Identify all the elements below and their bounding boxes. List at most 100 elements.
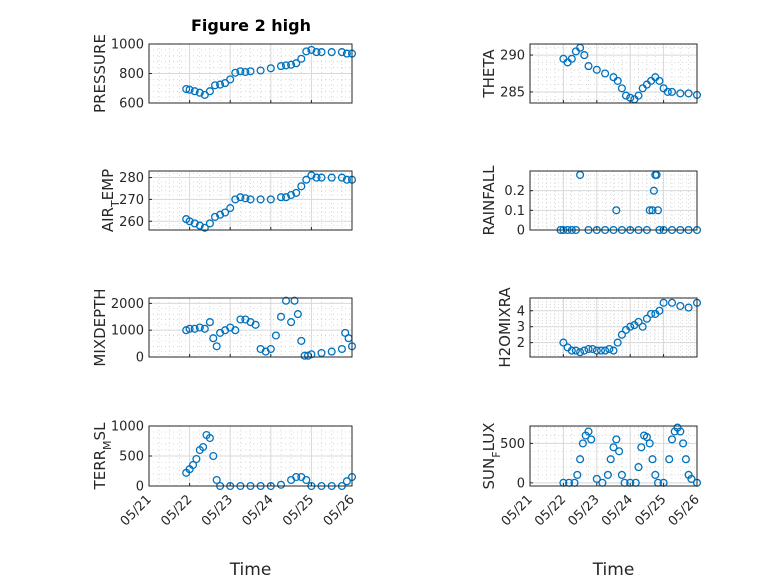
- data-point: [276, 480, 286, 489]
- data-point: [195, 323, 204, 332]
- data-point: [584, 62, 593, 71]
- data-point: [567, 54, 576, 63]
- data-point: [210, 81, 220, 90]
- data-point: [645, 206, 654, 215]
- data-point: [216, 210, 225, 219]
- data-point: [679, 439, 688, 448]
- y-axis-label-part: SUN: [480, 458, 498, 490]
- data-point: [605, 344, 614, 354]
- data-point: [676, 89, 685, 98]
- axes-box: [148, 170, 353, 231]
- y-axis-label: SUNFLUX: [480, 423, 503, 490]
- data-point: [209, 334, 218, 343]
- data-point: [667, 298, 677, 307]
- data-point: [649, 186, 658, 195]
- x-tick-label: 05/21: [499, 492, 536, 529]
- data-point: [573, 470, 582, 479]
- y-tick-label: 285: [500, 85, 525, 100]
- y-axis-label: PRESSURE: [91, 34, 109, 113]
- data-point: [276, 193, 286, 202]
- y-axis-label-part: LUX: [480, 423, 498, 452]
- data-point: [292, 472, 301, 482]
- data-point: [596, 346, 606, 355]
- x-tick-label: 05/24: [599, 492, 636, 529]
- data-point: [559, 338, 568, 347]
- data-point: [580, 51, 589, 60]
- y-tick-label: 290: [500, 49, 525, 64]
- data-point: [199, 442, 208, 452]
- data-point: [617, 84, 626, 93]
- data-point: [647, 76, 656, 85]
- data-point: [312, 48, 321, 57]
- x-tick-label: 05/25: [280, 492, 317, 529]
- y-axis-label: AIRTEMP: [99, 169, 122, 232]
- axes-box: [529, 425, 698, 487]
- data-point: [200, 90, 209, 99]
- data-point: [302, 175, 311, 184]
- x-tick-label: 05/22: [158, 492, 195, 529]
- data-point: [344, 334, 353, 343]
- x-tick-label: 05/26: [321, 492, 358, 529]
- data-point: [634, 91, 643, 100]
- y-axis-label-subscript: M: [101, 440, 114, 450]
- data-point: [337, 173, 346, 182]
- subplot-sun-flux: 0500SUNFLUX05/2105/2205/2305/2405/2505/2…: [480, 423, 703, 580]
- y-axis-label: RAINFALL: [480, 165, 498, 236]
- data-point: [205, 87, 214, 96]
- data-point: [647, 309, 656, 318]
- data-point: [292, 188, 301, 197]
- data-point: [307, 45, 316, 54]
- y-axis-label-subscript: F: [490, 451, 503, 457]
- data-point: [266, 344, 275, 354]
- y-axis-label: THETA: [480, 49, 498, 99]
- y-tick-label: 600: [119, 97, 144, 112]
- data-point: [667, 435, 677, 444]
- data-point: [200, 223, 209, 232]
- data-point: [609, 346, 618, 355]
- data-point: [571, 346, 580, 355]
- data-point: [317, 48, 326, 57]
- data-point: [231, 195, 240, 204]
- data-point: [246, 67, 255, 76]
- data-point: [676, 427, 685, 436]
- y-tick-label: 0.1: [504, 204, 525, 219]
- y-tick-label: 270: [119, 193, 144, 208]
- data-point: [621, 91, 631, 100]
- data-point: [182, 84, 191, 94]
- data-point: [592, 474, 601, 483]
- data-point: [216, 80, 225, 89]
- data-point: [297, 54, 306, 63]
- data-point: [638, 84, 647, 93]
- data-point: [190, 324, 199, 333]
- data-point: [337, 48, 346, 57]
- data-point: [663, 87, 672, 96]
- y-tick-label: 1000: [111, 420, 144, 435]
- data-point: [612, 435, 621, 444]
- data-point: [567, 346, 576, 355]
- data-point: [297, 182, 306, 191]
- data-point: [327, 173, 336, 182]
- data-point: [634, 317, 643, 326]
- data-point: [601, 346, 610, 355]
- y-tick-label: 0: [517, 224, 525, 239]
- y-tick-label: 280: [119, 171, 144, 186]
- data-point: [287, 190, 296, 200]
- data-point: [226, 75, 235, 84]
- data-point: [221, 79, 230, 88]
- data-point: [317, 348, 326, 358]
- data-point: [256, 195, 265, 204]
- y-axis-label: MIXDEPTH: [91, 288, 109, 366]
- data-point: [648, 455, 657, 464]
- axes-box: [529, 297, 698, 358]
- data-point: [342, 477, 351, 486]
- data-point: [606, 455, 615, 464]
- data-point: [578, 439, 587, 448]
- data-point: [190, 219, 199, 228]
- data-point: [185, 85, 194, 94]
- axes-box: [529, 170, 698, 231]
- y-axis-label: H2OMIXRA: [496, 287, 514, 368]
- data-point: [612, 206, 621, 215]
- y-tick-label: 2: [517, 336, 525, 351]
